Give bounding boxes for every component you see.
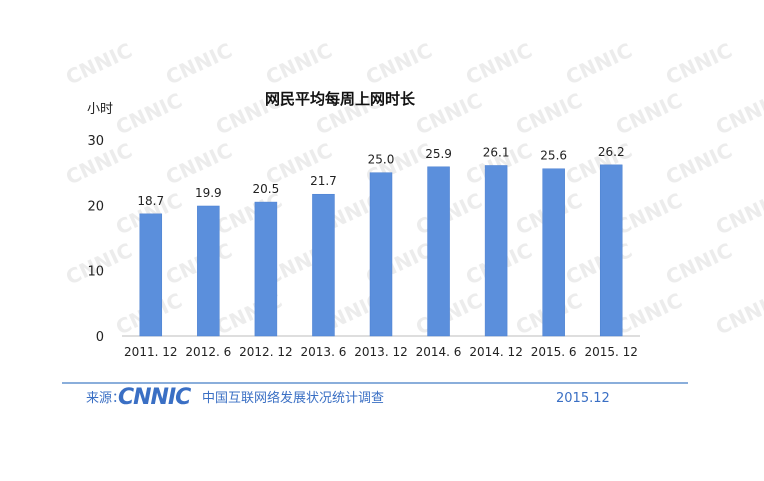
watermark-text: CNNIC — [362, 38, 436, 89]
bar-value-label: 25.6 — [540, 149, 567, 163]
x-tick-label: 2013. 6 — [301, 345, 347, 359]
x-tick-label: 2014. 6 — [416, 345, 462, 359]
watermark-text: CNNIC — [512, 88, 586, 139]
watermark-text: CNNIC — [62, 38, 136, 89]
source-label: 来源： — [86, 391, 125, 406]
watermark-text: CNNIC — [662, 138, 736, 189]
y-tick-label: 10 — [87, 265, 104, 280]
bar — [254, 201, 278, 337]
x-tick-label: 2013. 12 — [354, 345, 407, 359]
watermark-text: CNNIC — [562, 238, 636, 289]
bar — [139, 213, 163, 337]
watermark-text: CNNIC — [712, 288, 764, 339]
bar — [312, 193, 335, 337]
watermark-text: CNNIC — [612, 88, 686, 139]
report-date: 2015.12 — [556, 391, 610, 406]
y-tick-label: 30 — [87, 134, 104, 149]
bar-value-label: 25.9 — [425, 147, 452, 161]
bar-value-label: 18.7 — [137, 194, 164, 208]
x-tick-label: 2012. 12 — [239, 345, 292, 359]
x-tick-label: 2014. 12 — [469, 345, 522, 359]
bar — [427, 166, 450, 337]
y-tick-label: 20 — [87, 199, 104, 214]
watermark-text: CNNIC — [662, 238, 736, 289]
watermark-text: CNNIC — [612, 188, 686, 239]
watermark-text: CNNIC — [562, 38, 636, 89]
watermark-text: CNNIC — [162, 138, 236, 189]
bar-value-label: 20.5 — [253, 182, 280, 196]
watermark-text: CNNIC — [112, 88, 186, 139]
bar — [369, 172, 393, 337]
bars — [139, 164, 623, 337]
bar-value-label: 26.2 — [598, 145, 625, 159]
cnnic-logo: CNNIC — [118, 385, 191, 410]
watermark-text: CNNIC — [462, 38, 536, 89]
source-name: 中国互联网络发展状况统计调查 — [202, 390, 384, 406]
bar-value-label: 26.1 — [483, 145, 510, 159]
watermark-text: CNNIC — [712, 188, 764, 239]
bar — [599, 164, 623, 337]
watermark-text: CNNIC — [412, 88, 486, 139]
x-tick-label: 2015. 12 — [585, 345, 638, 359]
x-tick-label: 2015. 6 — [531, 345, 577, 359]
y-tick-label: 0 — [96, 330, 104, 345]
y-axis-ticks: 0 10 20 30 — [87, 134, 104, 345]
bar — [542, 168, 565, 337]
bar — [484, 165, 508, 337]
watermark-text: CNNIC — [262, 38, 336, 89]
bar-value-label: 21.7 — [310, 174, 337, 188]
watermark-text: CNNIC — [712, 88, 764, 139]
x-axis-ticks: 2011. 12 2012. 6 2012. 12 2013. 6 2013. 12 20… — [124, 345, 638, 359]
watermark-layer: CNNIC CNNIC CNNIC CNNIC CNNIC CNNIC CNNICCNNIC… — [62, 38, 764, 339]
bar — [197, 205, 220, 337]
chart-title: 网民平均每周上网时长 — [265, 90, 416, 108]
y-axis-label: 小时 — [87, 102, 113, 117]
x-tick-label: 2012. 6 — [185, 345, 231, 359]
x-tick-label: 2011. 12 — [124, 345, 177, 359]
value-labels: 18.7 19.9 20.5 21.7 25.0 25.9 26.1 25.6 26.2 — [137, 145, 624, 208]
watermark-text: CNNIC — [162, 38, 236, 89]
bar-value-label: 19.9 — [195, 186, 222, 200]
watermark-text: CNNIC — [612, 288, 686, 339]
bar-value-label: 25.0 — [368, 153, 395, 167]
watermark-text: CNNIC — [662, 38, 736, 89]
